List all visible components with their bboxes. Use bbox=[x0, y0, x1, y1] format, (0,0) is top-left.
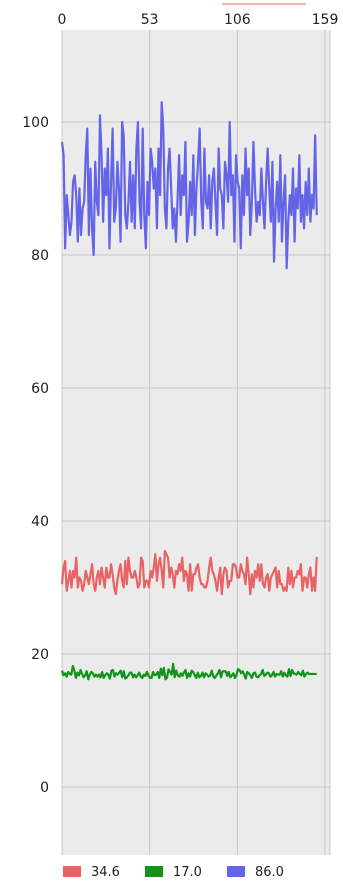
legend-label-1: 34.6 bbox=[91, 865, 120, 880]
legend-swatch-3 bbox=[227, 866, 245, 877]
y-tick-label: 80 bbox=[31, 248, 49, 264]
x-tick-label: 53 bbox=[141, 12, 159, 28]
y-tick-label: 100 bbox=[22, 115, 49, 131]
series-line-2 bbox=[60, 662, 317, 681]
x-tick-label: 159 bbox=[312, 12, 339, 28]
legend-label-3: 86.0 bbox=[255, 865, 284, 880]
series-line-1 bbox=[60, 549, 318, 596]
legend-swatch-2 bbox=[145, 866, 163, 877]
series-line-3 bbox=[60, 100, 318, 270]
x-axis-ticks: 0 53 106 159 bbox=[58, 12, 339, 28]
y-tick-label: 20 bbox=[31, 647, 49, 663]
y-tick-label: 0 bbox=[40, 780, 49, 796]
series-lines bbox=[60, 100, 318, 681]
x-tick-label: 0 bbox=[58, 12, 67, 28]
y-axis-ticks: 0 20 40 60 80 100 bbox=[22, 115, 49, 796]
y-tick-label: 60 bbox=[31, 381, 49, 397]
y-tick-label: 40 bbox=[31, 514, 49, 530]
x-tick-label: 106 bbox=[224, 12, 251, 28]
legend-swatch-1 bbox=[63, 866, 81, 877]
legend: 34.6 17.0 86.0 bbox=[63, 865, 284, 880]
legend-label-2: 17.0 bbox=[173, 865, 202, 880]
